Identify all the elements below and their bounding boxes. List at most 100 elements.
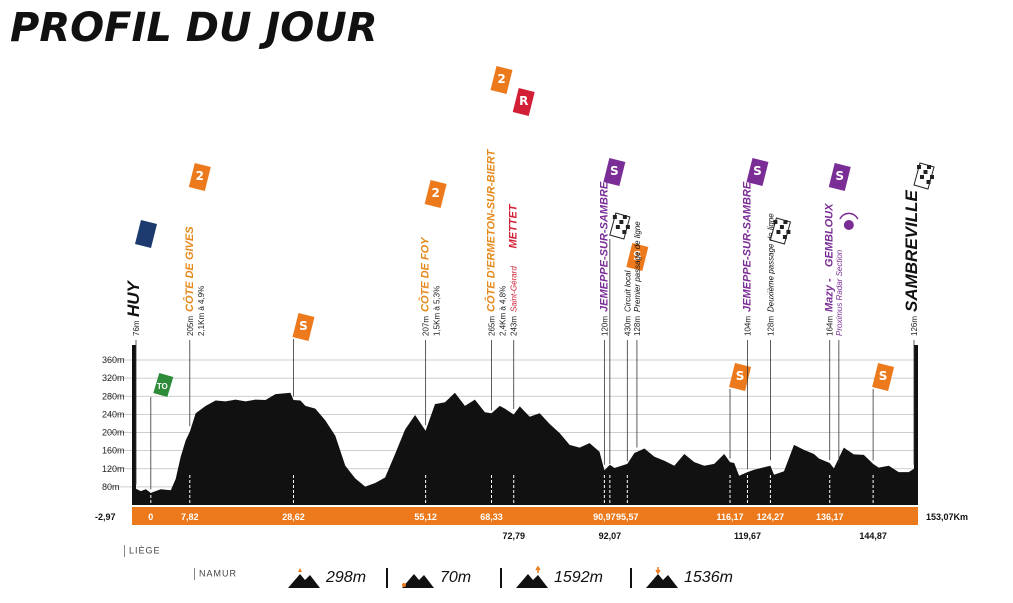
km-tick-label: 7,82 bbox=[181, 512, 199, 522]
km-tick-label: 0 bbox=[148, 512, 153, 522]
km-band bbox=[132, 507, 918, 525]
y-tick-label: 120m bbox=[102, 464, 125, 474]
ravito-icon: R bbox=[512, 88, 535, 116]
y-tick-label: 160m bbox=[102, 446, 125, 456]
svg-text:R: R bbox=[519, 94, 528, 108]
svg-text:S: S bbox=[753, 164, 762, 178]
depart-icon bbox=[135, 220, 157, 248]
landmark-label-14: 164m Mazy - GEMBLOUX bbox=[824, 203, 836, 336]
landmark-name: Deuxième passage de ligne bbox=[766, 213, 775, 312]
landmark-label-17: 126m SAMBREVILLE bbox=[902, 190, 921, 337]
landmark-altitude: 104m bbox=[743, 316, 752, 336]
landmark-name: JEMEPPE-SUR-SAMBRE bbox=[741, 181, 753, 312]
elevation-area bbox=[136, 392, 914, 505]
kom-icon: 2 bbox=[424, 180, 447, 208]
km-tick-label: 136,17 bbox=[816, 512, 844, 522]
km-tick-label-bottom: 119,67 bbox=[734, 531, 761, 541]
landmark-altitude: 243m bbox=[510, 316, 519, 336]
sprint-icon: S bbox=[828, 163, 851, 191]
landmark-altitude: 164m bbox=[826, 316, 835, 336]
y-tick-label: 200m bbox=[102, 428, 125, 438]
checker-icon bbox=[609, 212, 631, 240]
landmark-detail: 2,4Km à 4,8% bbox=[498, 286, 507, 336]
sprint-icon: S bbox=[292, 313, 315, 341]
svg-text:2: 2 bbox=[196, 169, 204, 183]
landmark-altitude: 205m bbox=[186, 316, 195, 336]
kom-icon: 2 bbox=[188, 163, 211, 191]
sprint-icon: S bbox=[729, 363, 752, 391]
landmark-name: HUY bbox=[124, 279, 143, 317]
start-post bbox=[132, 345, 136, 505]
y-tick-label: 360m bbox=[102, 355, 125, 365]
landmark-name: SAMBREVILLE bbox=[902, 190, 921, 313]
svg-text:2: 2 bbox=[431, 186, 439, 200]
svg-text:TO: TO bbox=[157, 382, 168, 391]
km-tick-label: 55,12 bbox=[414, 512, 437, 522]
landmark-name: JEMEPPE-SUR-SAMBRE bbox=[598, 181, 610, 312]
page-title: PROFIL DU JOUR bbox=[10, 5, 378, 51]
landmark-name: Circuit local bbox=[623, 270, 632, 312]
landmark-label-9: 430m Circuit local bbox=[623, 270, 632, 336]
svg-text:S: S bbox=[633, 249, 642, 263]
svg-text:S: S bbox=[299, 319, 308, 333]
km-tick-label-bottom: 72,79 bbox=[502, 531, 525, 541]
km-tick-label-bottom: 144,87 bbox=[859, 531, 887, 541]
landmark-label-10: 128m Premier passage de ligne bbox=[633, 221, 642, 336]
y-tick-label: 320m bbox=[102, 373, 125, 383]
km-tick-label: 124,27 bbox=[757, 512, 785, 522]
landmark-label-12: 104m JEMEPPE-SUR-SAMBRE bbox=[741, 181, 753, 336]
landmark-altitude: 126m bbox=[910, 316, 919, 336]
finish-post bbox=[914, 345, 918, 505]
y-tick-label: 280m bbox=[102, 391, 125, 401]
landmark-label-6: 243m Saint-Gérard METTET bbox=[508, 203, 520, 336]
svg-text:S: S bbox=[610, 164, 619, 178]
landmark-label-7: 120m JEMEPPE-SUR-SAMBRE bbox=[598, 181, 610, 336]
svg-text:S: S bbox=[835, 169, 844, 183]
landmark-name: Mazy - bbox=[824, 278, 836, 312]
landmark-name-2: GEMBLOUX bbox=[824, 203, 836, 267]
landmark-detail: 1,5Km à 5,3% bbox=[433, 286, 442, 336]
landmark-label-0: 76m HUY bbox=[124, 279, 143, 336]
landmark-altitude: 430m bbox=[623, 316, 632, 336]
km-tick-label-bottom: 92,07 bbox=[599, 531, 622, 541]
y-tick-label: 240m bbox=[102, 409, 125, 419]
landmark-name: Saint-Gérard bbox=[510, 266, 519, 312]
km-tick-label: 116,17 bbox=[717, 512, 744, 522]
svg-text:S: S bbox=[736, 369, 745, 383]
landmark-label-4: 207m CÔTE DE FOY 1,5Km à 5,3% bbox=[419, 236, 442, 336]
radar-icon bbox=[839, 212, 859, 230]
sprint-icon: S bbox=[872, 363, 895, 391]
checker-icon bbox=[769, 217, 792, 245]
kom-icon: 2 bbox=[490, 66, 513, 94]
x-end-label: 153,07Km bbox=[926, 512, 968, 522]
landmark-name: Premier passage de ligne bbox=[633, 221, 642, 312]
km-tick-label: 90,97 bbox=[593, 512, 616, 522]
y-tick-label: 80m bbox=[102, 482, 120, 492]
km-tick-label: 95,57 bbox=[616, 512, 639, 522]
landmark-altitude: 207m bbox=[422, 316, 431, 336]
flag-green-icon: TO bbox=[153, 373, 174, 397]
landmark-label-15: Proximus Radar Section bbox=[835, 249, 844, 336]
arrivee-icon bbox=[913, 162, 935, 190]
km-tick-label: 28,62 bbox=[282, 512, 305, 522]
landmark-name: CÔTE DE GIVES bbox=[183, 226, 196, 312]
landmark-altitude: 128m bbox=[633, 316, 642, 336]
landmark-label-5: 265m CÔTE D'ERMETON-SUR-BIERT 2,4Km à 4,8% bbox=[484, 148, 507, 336]
landmark-name-2: METTET bbox=[508, 203, 520, 248]
landmark-name: Proximus Radar Section bbox=[835, 249, 844, 336]
landmark-name: CÔTE DE FOY bbox=[419, 236, 432, 312]
svg-text:2: 2 bbox=[497, 72, 505, 86]
km-tick-label: 68,33 bbox=[480, 512, 503, 522]
landmark-altitude: 120m bbox=[600, 316, 609, 336]
landmark-label-13: 128m Deuxième passage de ligne bbox=[766, 213, 775, 336]
landmark-altitude: 265m bbox=[487, 316, 496, 336]
sprint-icon: S bbox=[746, 158, 769, 186]
landmark-altitude: 128m bbox=[766, 316, 775, 336]
landmark-altitude: 76m bbox=[132, 320, 141, 336]
x-start-label: -2,97 bbox=[95, 512, 116, 522]
svg-text:S: S bbox=[879, 369, 888, 383]
circuit-icon: S bbox=[626, 243, 649, 271]
landmark-label-2: 205m CÔTE DE GIVES 2,1Km à 4,9% bbox=[183, 226, 206, 336]
landmark-name: CÔTE D'ERMETON-SUR-BIERT bbox=[484, 148, 497, 312]
